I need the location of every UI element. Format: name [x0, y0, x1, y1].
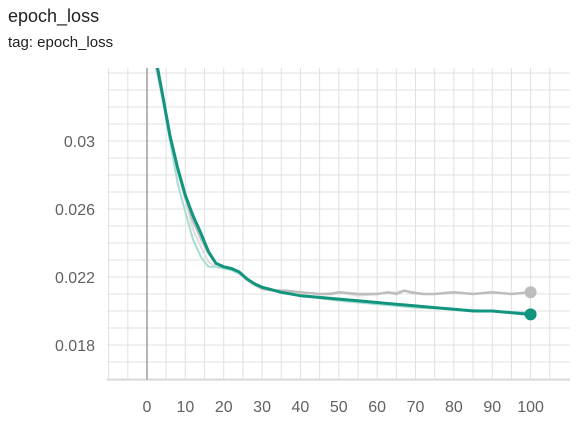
- tick-labels: 0.018 0.022 0.026 0.03 0 10 20 30 40 50 60 70 80 90 10…: [55, 134, 544, 416]
- y-tick-label: 0.018: [55, 338, 95, 355]
- y-tick-label: 0.022: [55, 270, 95, 287]
- x-tick-label: 50: [330, 399, 348, 416]
- series-lines: [154, 68, 533, 316]
- grid: [107, 68, 570, 380]
- x-tick-label: 10: [176, 399, 194, 416]
- x-tick-label: 90: [483, 399, 501, 416]
- chart-title: epoch_loss: [8, 6, 100, 26]
- x-tick-label: 100: [517, 399, 544, 416]
- x-tick-label: 0: [143, 399, 152, 416]
- axes: [107, 68, 570, 381]
- train-line: [156, 68, 533, 316]
- x-tick-label: 30: [253, 399, 271, 416]
- chart-tag: tag: epoch_loss: [8, 34, 114, 51]
- x-tick-label: 60: [368, 399, 386, 416]
- x-tick-label: 40: [292, 399, 310, 416]
- x-tick-label: 20: [215, 399, 233, 416]
- y-tick-label: 0.03: [64, 134, 95, 151]
- train-end-marker: [524, 308, 537, 321]
- validation-end-marker: [524, 286, 537, 299]
- x-tick-label: 80: [445, 399, 463, 416]
- raw-train-line: [155, 68, 532, 314]
- y-tick-label: 0.026: [55, 202, 95, 219]
- x-tick-label: 70: [407, 399, 425, 416]
